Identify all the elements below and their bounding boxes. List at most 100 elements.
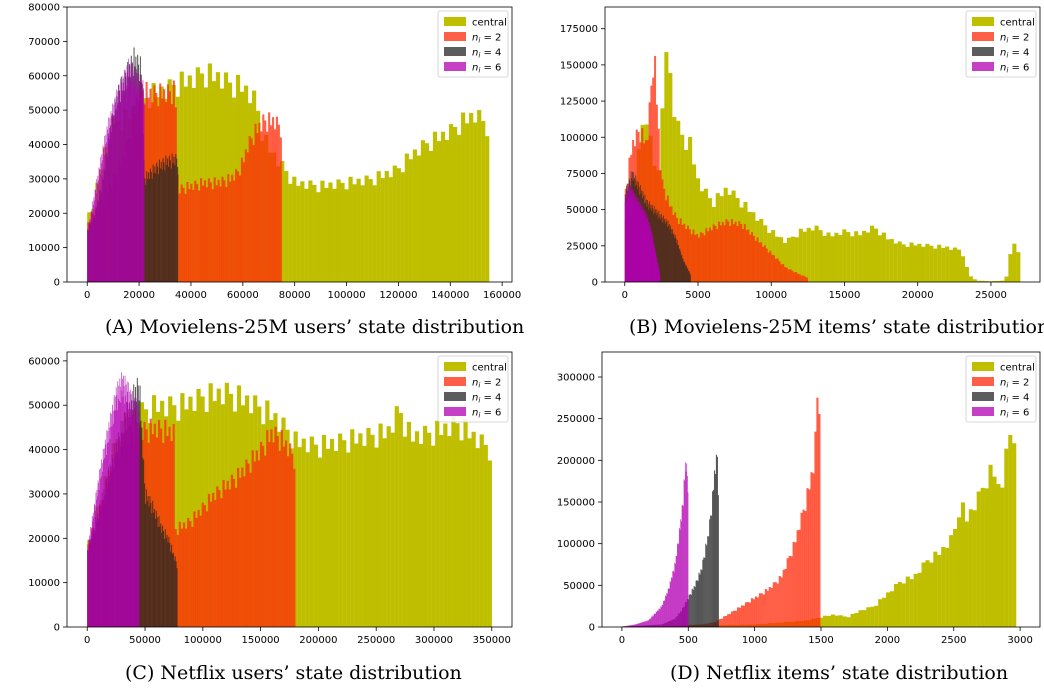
bar: [90, 220, 91, 282]
bar: [656, 209, 658, 282]
bar: [124, 403, 125, 627]
bar: [136, 69, 138, 282]
bar: [689, 272, 691, 282]
bar: [216, 486, 219, 627]
bar: [712, 491, 714, 627]
bar: [968, 276, 973, 282]
bar: [661, 214, 662, 282]
bar: [664, 223, 666, 282]
chart-panel-d: 0 500 1000 1500 2000 2500 3000 0 50000 100000 1500…: [522, 345, 1044, 690]
bar: [109, 439, 111, 627]
bar: [98, 482, 99, 627]
bar: [183, 86, 188, 283]
bar: [229, 181, 232, 282]
bar: [92, 521, 94, 627]
bar: [180, 528, 184, 627]
bar: [933, 551, 938, 627]
y-tick-label: 50000: [566, 205, 598, 216]
bar: [790, 556, 793, 627]
bar: [123, 375, 124, 627]
bar: [988, 464, 993, 627]
bar: [207, 178, 210, 282]
series-ni-2: [621, 397, 821, 627]
bar: [205, 187, 208, 282]
bar: [358, 433, 363, 627]
y-tick-label: 20000: [28, 534, 60, 545]
bar: [886, 592, 891, 627]
bar: [301, 438, 306, 627]
bar: [158, 159, 160, 282]
bar: [631, 625, 633, 627]
x-tick-label: 0: [84, 290, 90, 301]
bar: [712, 224, 715, 282]
bar: [126, 85, 127, 282]
bar: [249, 472, 252, 627]
bar: [98, 490, 100, 627]
bar: [688, 136, 693, 282]
bar: [669, 581, 671, 627]
legend-swatch-ni-6: [444, 407, 466, 416]
bar: [972, 279, 977, 282]
bar: [90, 526, 92, 627]
bar: [185, 528, 188, 627]
y-tick-label: 10000: [28, 578, 60, 589]
bar: [293, 468, 296, 627]
bar: [148, 172, 150, 282]
bar: [108, 117, 110, 282]
bar: [338, 433, 343, 627]
bar: [175, 153, 177, 282]
x-tick-label: 250000: [357, 635, 395, 646]
bar: [135, 398, 137, 627]
bar: [150, 502, 152, 627]
bar: [167, 542, 169, 627]
bar: [651, 616, 652, 627]
legend-swatch-ni-6: [444, 62, 466, 71]
bar: [139, 97, 141, 282]
bar: [117, 381, 119, 627]
bar: [657, 128, 660, 282]
bar: [277, 124, 280, 282]
bar: [91, 531, 93, 627]
bar: [240, 157, 243, 282]
bar: [992, 476, 997, 627]
bar: [794, 237, 799, 282]
bar: [447, 436, 452, 627]
bar: [819, 617, 824, 627]
bar: [743, 224, 746, 282]
bar: [94, 200, 95, 282]
bar: [672, 229, 674, 282]
bar: [132, 410, 134, 627]
bar: [745, 230, 748, 282]
bar: [653, 613, 655, 627]
bar: [193, 511, 196, 627]
bar: [164, 419, 167, 627]
bar: [677, 542, 679, 628]
bar: [721, 221, 724, 282]
bar: [95, 510, 96, 627]
bar: [808, 489, 811, 627]
bar: [688, 229, 691, 282]
bar: [191, 87, 196, 282]
bar: [115, 102, 116, 282]
x-tick-label: 40000: [175, 290, 207, 301]
bar: [992, 281, 997, 282]
bar: [956, 517, 962, 627]
bar: [669, 229, 671, 282]
plot-frame: [66, 351, 513, 628]
bar: [120, 93, 122, 282]
bar: [222, 479, 225, 627]
bar: [666, 226, 668, 282]
bar: [258, 122, 261, 283]
bar: [747, 229, 750, 282]
bar: [976, 491, 981, 627]
legend: central ni = 2 ni = 4 ni = 6: [437, 355, 509, 423]
bar: [163, 162, 165, 282]
bar: [702, 559, 704, 627]
bar: [635, 624, 636, 627]
bar: [174, 165, 176, 282]
bar: [131, 391, 133, 627]
bar: [901, 583, 906, 627]
bar: [354, 443, 359, 627]
bar: [874, 605, 879, 627]
bar: [964, 521, 969, 627]
